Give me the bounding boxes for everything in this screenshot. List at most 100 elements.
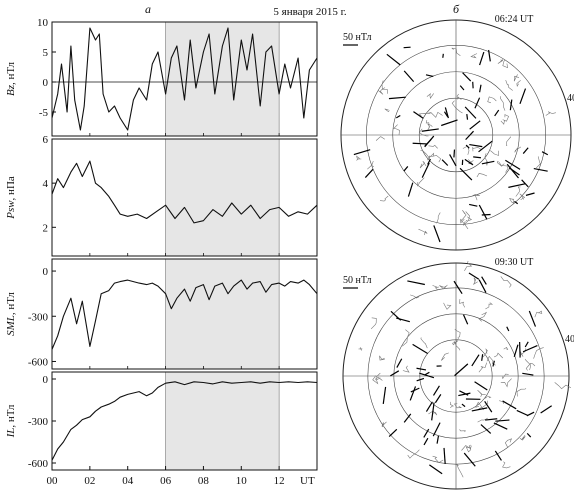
coastline-segment — [378, 87, 386, 95]
coastline-segment — [456, 93, 462, 100]
coastline-segment — [456, 464, 464, 478]
field-vector — [516, 409, 528, 416]
coastline-segment — [536, 156, 541, 169]
field-vector — [462, 72, 472, 82]
field-vector — [514, 200, 519, 205]
time-series-panels: 10 5 0 -5 Bz, нТл 6 4 2 Psw, нПа 0 -300 -600 SML, нТ… — [5, 17, 318, 487]
panel-frame — [51, 258, 318, 370]
x-tick-label: 06 — [160, 475, 172, 487]
field-vector — [444, 107, 449, 119]
field-vector — [533, 167, 548, 172]
coastline-segment — [419, 160, 427, 169]
coastline-segment — [471, 194, 480, 201]
field-vector — [424, 135, 435, 148]
coastline-segment — [459, 429, 466, 433]
field-vector — [421, 162, 430, 178]
panel-frame — [51, 21, 318, 137]
coastline-segment — [501, 163, 509, 173]
x-tick-label: 10 — [236, 475, 248, 487]
field-vector — [425, 74, 434, 78]
coastline-segment — [416, 177, 425, 187]
coastline-segment — [497, 59, 504, 64]
field-vector — [412, 343, 428, 355]
coastline-segment — [453, 403, 463, 409]
field-vector — [474, 381, 488, 391]
coastline-segment — [425, 120, 430, 129]
coastline-segment — [533, 347, 544, 359]
coastline-segment — [356, 155, 362, 161]
y-tick-label: 0 — [43, 77, 49, 89]
y-tick-label: 6 — [43, 134, 49, 146]
highlight-band — [165, 372, 280, 470]
coastline-segment — [460, 218, 469, 230]
chart-panel-a1: 10 5 0 -5 Bz, нТл — [5, 17, 318, 137]
field-vector — [524, 341, 529, 348]
coastline-segment — [500, 120, 505, 125]
field-vector — [425, 401, 433, 412]
field-vector — [403, 166, 409, 172]
series-line-a1 — [51, 27, 318, 131]
coastline-segment — [375, 372, 383, 381]
field-vector — [526, 411, 535, 417]
field-vector — [509, 99, 513, 111]
coastline-segment — [524, 358, 532, 371]
coastline-segment — [477, 389, 486, 398]
y-axis-label: IL, нТл — [5, 404, 17, 438]
coastline-segment — [485, 302, 494, 310]
field-vector — [423, 437, 429, 446]
chart-panel-a2: 6 4 2 Psw, нПа — [5, 134, 318, 257]
coastline-segment — [525, 363, 536, 371]
map-time-label: 09:30 UT — [495, 257, 534, 268]
field-vector — [465, 130, 474, 141]
field-vector — [502, 400, 517, 410]
field-vector — [465, 144, 470, 149]
coastline-segment — [502, 59, 508, 69]
y-tick-label: 10 — [37, 17, 49, 29]
map-latitude-label: 40° — [565, 334, 574, 345]
field-vector — [436, 435, 440, 444]
field-vector — [432, 422, 441, 437]
field-vector — [423, 428, 430, 438]
coastline-segment — [513, 74, 520, 82]
y-tick-label: 2 — [43, 222, 49, 234]
field-vector — [403, 46, 411, 49]
coastline-segment — [443, 302, 452, 310]
coastline-segment — [477, 417, 488, 423]
y-tick-label: 0 — [43, 266, 49, 278]
series-line-a2 — [51, 160, 318, 224]
y-tick-label: -600 — [28, 356, 49, 368]
field-vector — [480, 424, 492, 434]
coastline-segment — [545, 111, 556, 116]
coastline-segment — [393, 124, 400, 136]
coastline-segment — [516, 388, 527, 397]
coastline-segment — [478, 311, 488, 322]
panel-frame — [51, 138, 318, 257]
y-tick-label: 5 — [43, 47, 49, 59]
field-vector — [469, 143, 483, 148]
field-vector — [471, 407, 488, 412]
coastline-segment — [432, 285, 439, 290]
coastline-segment — [490, 150, 499, 156]
field-vector — [494, 109, 500, 117]
coastline-segment — [418, 128, 429, 137]
field-vector — [464, 106, 477, 119]
field-vector — [474, 97, 481, 109]
coastline-segment — [381, 80, 388, 94]
coastline-segment — [375, 136, 385, 141]
coastline-segment — [402, 329, 410, 347]
coastline-segment — [464, 260, 473, 271]
field-vector — [434, 394, 442, 404]
coastline-segment — [475, 401, 484, 411]
coastline-segment — [478, 400, 489, 410]
field-vector — [478, 140, 493, 153]
polar-map-top: 06:24 UT 50 нТл 40° — [340, 14, 574, 251]
field-vector — [481, 213, 491, 216]
coastline-segment — [427, 152, 435, 161]
field-vector — [513, 344, 519, 357]
coastline-segment — [402, 365, 410, 373]
field-vector — [459, 167, 473, 181]
figure-title: 5 января 2015 г. — [273, 6, 346, 18]
polar-map-bottom: 09:30 UT 50 нТл 40° — [342, 257, 574, 490]
coastline-segment — [484, 153, 488, 166]
coastline-segment — [470, 53, 478, 59]
